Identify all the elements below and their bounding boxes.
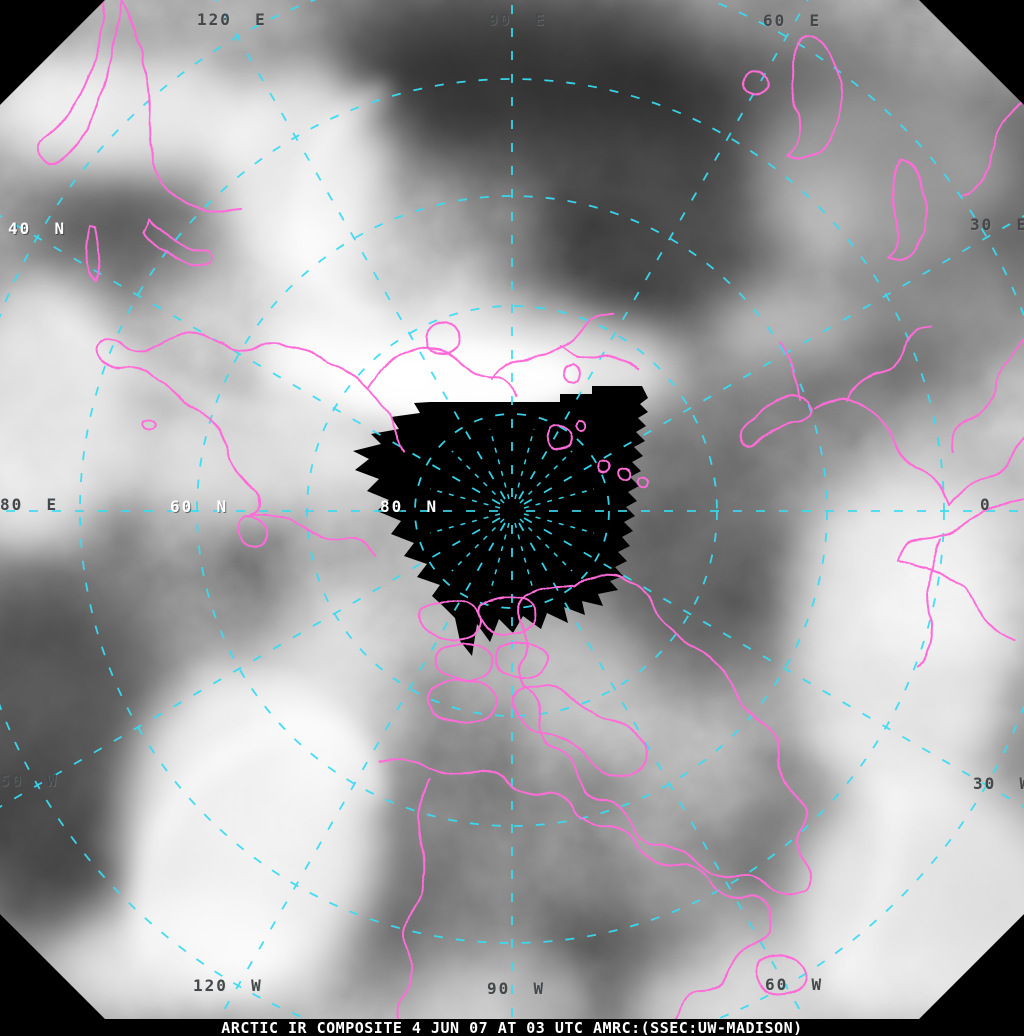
caption-text: ARCTIC IR COMPOSITE 4 JUN 07 AT 03 UTC A…: [221, 1018, 803, 1036]
cloud-swirls: [51, 81, 905, 992]
caption-bar: ARCTIC IR COMPOSITE 4 JUN 07 AT 03 UTC A…: [0, 1019, 1024, 1036]
coastlines: [37, 0, 1024, 1019]
